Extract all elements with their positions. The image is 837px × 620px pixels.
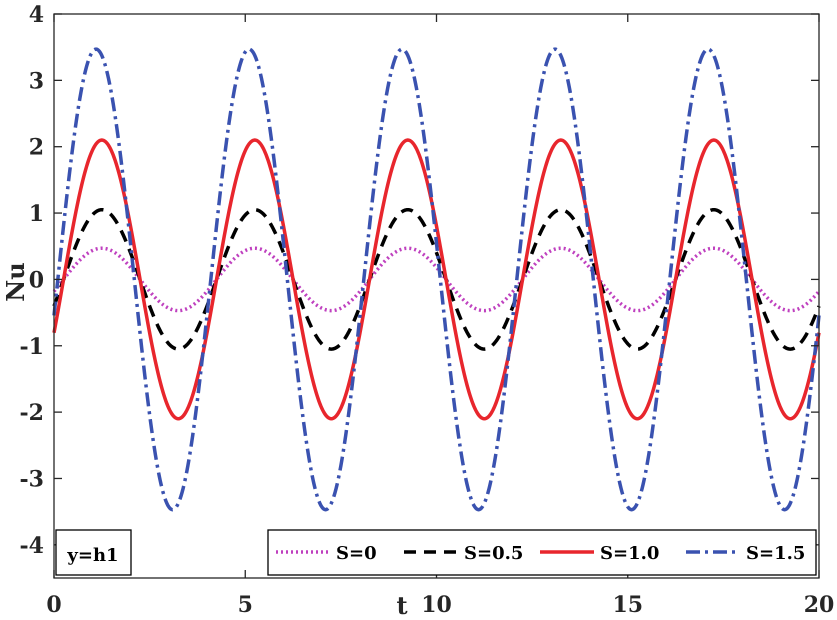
- y-tick-label: -2: [20, 400, 44, 426]
- y-tick-label: 0: [29, 267, 44, 293]
- x-tick-label: 5: [238, 592, 253, 618]
- legend-label-0: S=0: [336, 543, 377, 564]
- axes-layer: [53, 13, 820, 579]
- series-layer: [52, 47, 821, 512]
- x-tick-label: 10: [421, 592, 452, 618]
- series-line-0: [52, 246, 821, 313]
- series-line-3: [52, 47, 821, 512]
- y-tick-label: 3: [29, 68, 44, 94]
- x-tick-label: 20: [804, 592, 835, 618]
- y-tick-label: 4: [29, 2, 44, 28]
- x-tick-label: 15: [612, 592, 643, 618]
- y-tick-label: -4: [20, 533, 44, 559]
- legend-label-2: S=1.0: [600, 543, 659, 564]
- y-tick-label: -3: [20, 466, 44, 492]
- x-axis-label: t: [396, 591, 407, 620]
- annotation-text: y=h1: [66, 545, 118, 566]
- y-axis-label: Nu: [1, 262, 30, 301]
- annotation-box: y=h1: [55, 529, 132, 576]
- series-line-2: [52, 138, 821, 421]
- plot-frame: [53, 13, 820, 579]
- x-tick-label: 0: [46, 592, 61, 618]
- y-tick-label: 1: [29, 201, 44, 227]
- y-tick-label: 2: [29, 135, 44, 161]
- legend-label-1: S=0.5: [464, 543, 523, 564]
- y-tick-label: -1: [20, 334, 44, 360]
- legend-label-3: S=1.5: [746, 543, 805, 564]
- series-line-1: [52, 207, 821, 351]
- legend: S=0 S=0.5 S=1.0 S=1.5: [267, 529, 817, 576]
